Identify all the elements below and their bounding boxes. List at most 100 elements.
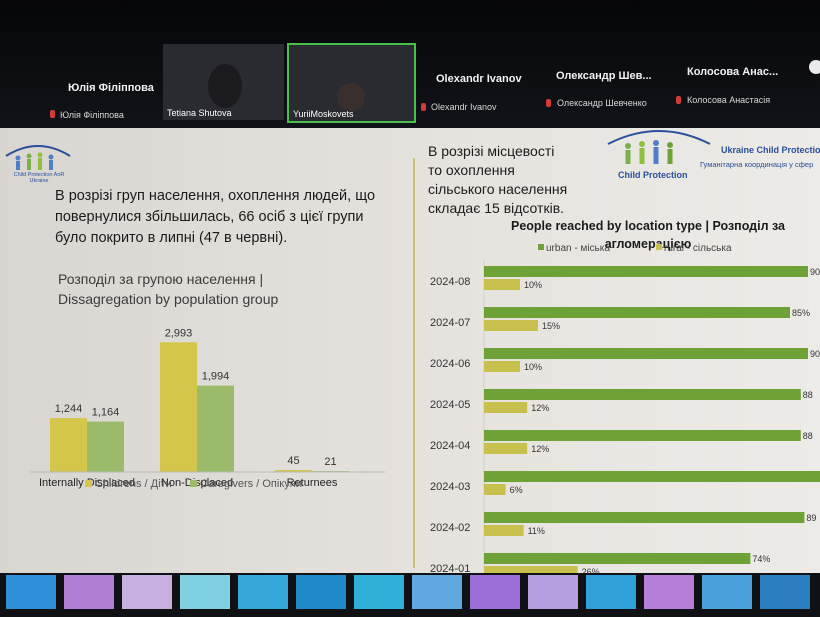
data-label: 15% xyxy=(542,321,560,331)
org-subtitle: Гуманітарна координація у сфер xyxy=(700,160,814,169)
paragraph-line: повернулися збільшилась, 66 осіб з цієї … xyxy=(55,209,364,225)
bar xyxy=(484,307,790,318)
bar xyxy=(484,553,751,564)
person-image xyxy=(208,64,242,108)
data-label: 88 xyxy=(803,431,813,441)
data-label: 90 xyxy=(810,267,820,277)
slide-divider xyxy=(413,158,415,568)
taskbar-app-icon[interactable] xyxy=(586,575,636,609)
taskbar-app-icon[interactable] xyxy=(6,575,56,609)
legend-swatch xyxy=(190,480,197,487)
participant-subname: Колосова Анастасія xyxy=(687,95,771,105)
data-label: 1,164 xyxy=(92,407,120,419)
scroll-participants-button[interactable] xyxy=(809,60,820,74)
legend-label: urban - міська xyxy=(546,243,610,254)
logo-caption-right: Child Protection xyxy=(618,170,688,180)
category-label: 2024-07 xyxy=(430,317,470,329)
bar xyxy=(484,484,506,495)
category-label: 2024-05 xyxy=(430,399,470,411)
participant-name[interactable]: Колосова Анас... xyxy=(687,66,779,78)
data-label: 12% xyxy=(531,444,549,454)
mic-muted-icon xyxy=(676,96,681,104)
taskbar-app-icon[interactable] xyxy=(528,575,578,609)
data-label: 12% xyxy=(531,403,549,413)
data-label: 85% xyxy=(792,308,810,318)
bar xyxy=(484,279,520,290)
taskbar-app-icon[interactable] xyxy=(470,575,520,609)
taskbar-app-icon[interactable] xyxy=(296,575,346,609)
data-label: 1,244 xyxy=(55,403,83,415)
bar xyxy=(484,525,524,536)
bar xyxy=(484,361,520,372)
bar xyxy=(50,418,87,472)
left-paragraph: В розрізі груп населення, охоплення люде… xyxy=(55,186,415,249)
category-label: Returnees xyxy=(287,477,338,489)
taskbar-app-icon[interactable] xyxy=(412,575,462,609)
data-label: 89 xyxy=(806,513,816,523)
video-tile[interactable]: Tetiana Shutova xyxy=(163,44,284,120)
mic-muted-icon xyxy=(546,99,551,107)
bar xyxy=(484,471,820,482)
bar xyxy=(275,470,312,472)
child-protection-logo xyxy=(5,145,71,170)
active-video-tile[interactable]: YuriiMoskovets xyxy=(287,43,416,123)
paragraph-line: було покрито в липні (47 в червні). xyxy=(55,230,288,246)
paragraph-line: В розрізі місцевості xyxy=(428,143,555,159)
legend-swatch xyxy=(538,244,544,250)
paragraph-line: складає 15 відсотків. xyxy=(428,200,565,216)
paragraph-line: В розрізі груп населення, охоплення люде… xyxy=(55,188,376,204)
taskbar-app-icon[interactable] xyxy=(122,575,172,609)
category-label: 2024-02 xyxy=(430,522,470,534)
category-label: 2024-01 xyxy=(430,563,470,573)
participant-subname: Olexandr Ivanov xyxy=(431,102,497,112)
category-label: 2024-08 xyxy=(430,276,470,288)
bar xyxy=(484,320,538,331)
category-label: 2024-03 xyxy=(430,481,470,493)
bar xyxy=(484,566,578,573)
video-label: YuriiMoskovets xyxy=(293,109,354,119)
data-label: 11% xyxy=(528,526,545,536)
data-label: 2,993 xyxy=(165,327,193,339)
participant-subname: Юлія Філіппова xyxy=(60,110,124,120)
bar xyxy=(484,443,528,454)
data-label: 1,994 xyxy=(202,371,230,383)
data-label: 10% xyxy=(524,280,542,290)
data-label: 74% xyxy=(752,554,770,564)
taskbar-app-icon[interactable] xyxy=(64,575,114,609)
paragraph-line: сільського населення xyxy=(428,181,568,197)
bar xyxy=(484,512,805,523)
location-type-chart: urban - міська rural - сільська 2024-08 90 1… xyxy=(430,243,820,573)
taskbar-app-icon[interactable] xyxy=(180,575,230,609)
chart-title-text: People reached by location type | Розпод… xyxy=(510,219,786,251)
data-label: 88 xyxy=(803,390,813,400)
taskbar-app-icon[interactable] xyxy=(644,575,694,609)
logo-caption: Child Protection AoR Ukraine xyxy=(13,172,65,184)
participant-name[interactable]: Олександр Шев... xyxy=(556,70,652,82)
taskbar-app-icon[interactable] xyxy=(354,575,404,609)
participants-bar: Юлія Філіппова Юлія Філіппова Tetiana Sh… xyxy=(0,0,820,128)
bar xyxy=(484,430,801,441)
taskbar xyxy=(0,573,820,617)
bar xyxy=(160,342,197,472)
legend-label: rural - сільська xyxy=(664,243,732,254)
participant-name[interactable]: Olexandr Ivanov xyxy=(436,73,522,85)
org-title: Ukraine Child Protection xyxy=(721,145,820,155)
legend-label: Childrens / Діти xyxy=(95,478,172,490)
video-label: Tetiana Shutova xyxy=(167,108,232,118)
bar xyxy=(484,389,801,400)
data-label: 90 xyxy=(810,349,820,359)
mic-muted-icon xyxy=(50,110,55,118)
taskbar-app-icon[interactable] xyxy=(760,575,810,609)
data-label: 10% xyxy=(524,362,542,372)
legend-swatch xyxy=(656,244,662,250)
data-label: 6% xyxy=(510,485,523,495)
mic-muted-icon xyxy=(421,103,426,111)
participant-name[interactable]: Юлія Філіппова xyxy=(68,82,154,94)
taskbar-app-icon[interactable] xyxy=(238,575,288,609)
bar xyxy=(197,385,234,472)
taskbar-app-icon[interactable] xyxy=(702,575,752,609)
right-paragraph: В розрізі місцевості то охоплення сільсь… xyxy=(428,142,628,218)
participant-subname: Олександр Шевченко xyxy=(557,98,647,108)
chart-title: Розподіл за групою населення | Dissagreg… xyxy=(58,269,358,309)
